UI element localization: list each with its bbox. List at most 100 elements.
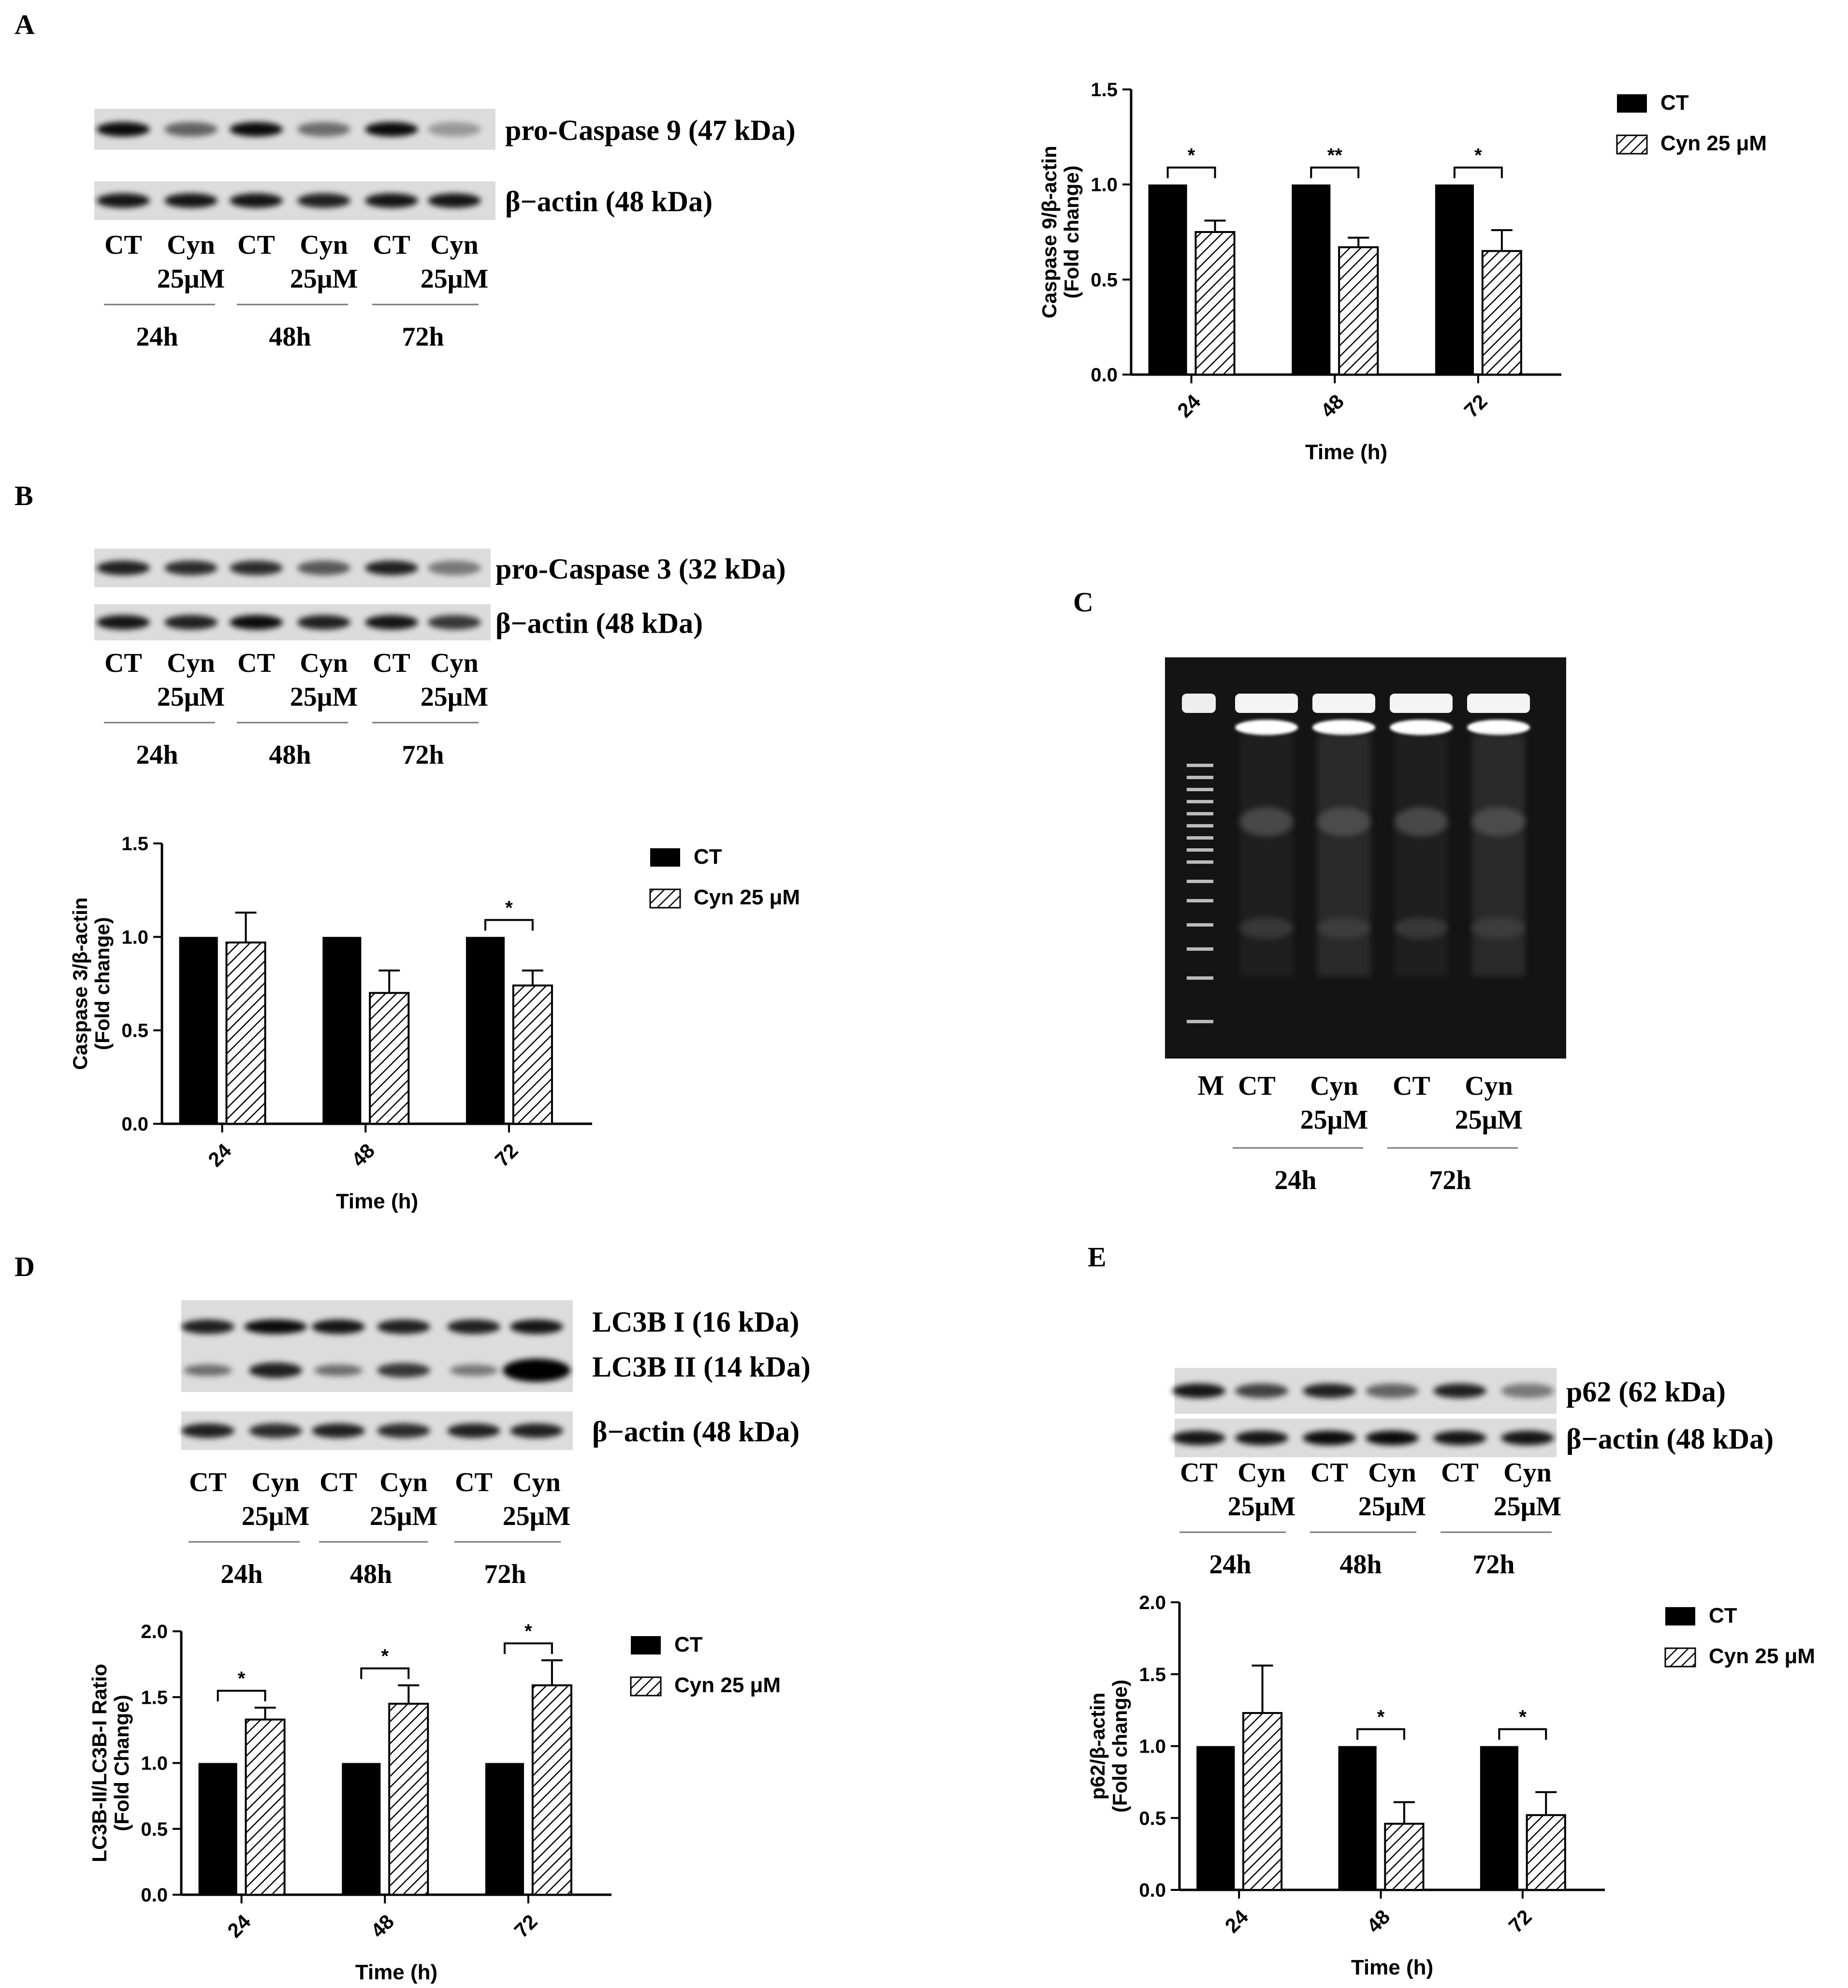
- x-tick-label: 24: [204, 1139, 236, 1171]
- blot-band: [297, 193, 350, 208]
- blot-band: [428, 122, 481, 137]
- blot-band: [1501, 1431, 1554, 1445]
- gel-smear: [1240, 735, 1293, 976]
- significance-bracket: [1310, 166, 1360, 178]
- panel-letter-D: D: [15, 1251, 35, 1282]
- bar-ct: [1196, 1746, 1235, 1890]
- blot-band: [230, 193, 283, 208]
- significance-label: *: [1474, 145, 1482, 166]
- y-tick-label: 2.0: [141, 1621, 168, 1642]
- blot-D: LC3B I (16 kDa) β−actin (48 kDa) CT Cyn 25μM…: [181, 1300, 811, 1589]
- lane-sublabel: 25μM: [157, 264, 225, 294]
- blot-band: [297, 561, 350, 575]
- significance-label: *: [381, 1646, 389, 1667]
- blot-band: [249, 1363, 302, 1378]
- blot-label: LC3B I (16 kDa): [592, 1306, 799, 1338]
- blot-label: pro-Caspase 3 (32 kDa): [495, 553, 786, 585]
- legend-label: CT: [1660, 91, 1689, 115]
- significance-label: *: [524, 1621, 532, 1642]
- ladder-band: [1187, 880, 1213, 883]
- y-tick-label: 1.0: [141, 1753, 168, 1774]
- bar-cyn: [1338, 246, 1379, 376]
- blot-band: [1235, 1383, 1288, 1398]
- bar-cyn: [1384, 1823, 1425, 1891]
- y-axis-label: (Fold change): [1060, 165, 1083, 298]
- bar-cyn: [1481, 250, 1522, 376]
- blot-band: [297, 122, 350, 137]
- lane-label: CT: [237, 230, 275, 260]
- y-axis-label: Caspase 3/β-actin: [69, 897, 91, 1070]
- y-axis-label: LC3B-II/LC3B-I Ratio: [88, 1664, 111, 1862]
- legend-swatch-cyn: [630, 1676, 662, 1697]
- legend-label: Cyn 25 μM: [1660, 131, 1767, 155]
- blot-band: [312, 1423, 365, 1438]
- ladder-band: [1187, 824, 1213, 827]
- blot-band: [450, 1364, 498, 1376]
- blot-band: [428, 615, 481, 630]
- blot-band: [164, 122, 218, 137]
- x-tick-label: 24: [1173, 390, 1205, 422]
- significance-bracket: [484, 919, 534, 931]
- significance-label: *: [238, 1668, 246, 1689]
- bar-ct: [1480, 1746, 1519, 1890]
- blot-band: [164, 561, 218, 575]
- y-tick-label: 0.0: [1091, 364, 1118, 386]
- y-tick-label: 1.0: [121, 927, 148, 948]
- blot-band: [181, 1423, 234, 1438]
- blot-label: LC3B II (14 kDa): [592, 1351, 811, 1383]
- legend-label: CT: [694, 845, 722, 869]
- blot-strip: [94, 604, 491, 640]
- blot-label: β−actin (48 kDa): [495, 608, 703, 639]
- x-tick-label: 72: [1460, 390, 1492, 422]
- lane-label: CT: [189, 1467, 227, 1497]
- legend-label: Cyn 25 μM: [1709, 1644, 1815, 1668]
- group-label: 72h: [484, 1559, 526, 1589]
- panel-letter-B: B: [15, 480, 33, 511]
- group-label: 48h: [1339, 1550, 1382, 1580]
- legend-label: Cyn 25 μM: [694, 885, 800, 909]
- x-axis-label: Time (h): [336, 1190, 418, 1213]
- blot-band: [510, 1320, 563, 1334]
- blot-band: [365, 561, 418, 575]
- lane-label: Cyn: [300, 230, 348, 260]
- lane-label: CT: [1180, 1458, 1218, 1488]
- ladder-band: [1187, 947, 1213, 951]
- chart-B: 0.0 0.5 1.0 1.5 Caspase 3/β-actin (Fold chang…: [69, 833, 800, 1213]
- gel-band: [1240, 917, 1293, 939]
- gel-well: [1390, 694, 1453, 713]
- blot-A: pro-Caspase 9 (47 kDa) β−actin (48 kDa) CT…: [94, 109, 796, 352]
- lane-label: CT: [1393, 1071, 1430, 1101]
- bar-ct: [1148, 184, 1187, 375]
- lane-label: Cyn: [167, 230, 215, 260]
- gel-band: [1395, 807, 1448, 836]
- group-label: 48h: [269, 740, 311, 770]
- bar-ct: [485, 1763, 524, 1895]
- y-tick-label: 2.0: [1139, 1592, 1166, 1613]
- blot-band: [1433, 1431, 1486, 1445]
- lane-sublabel: 25μM: [1494, 1492, 1562, 1522]
- legend-swatch-cyn: [1664, 1647, 1696, 1668]
- bar-cyn: [245, 1718, 286, 1896]
- blot-band: [230, 561, 283, 575]
- lane-label: Cyn: [430, 648, 479, 678]
- bar-ct: [466, 937, 505, 1124]
- blot-band: [428, 561, 481, 575]
- legend-swatch-ct: [1617, 94, 1647, 113]
- chart-A: 0.0 0.5 1.0 1.5 Caspase 9/β-actin (Fold chang…: [1038, 79, 1767, 464]
- blot-band: [365, 193, 418, 208]
- y-tick-label: 1.0: [1139, 1736, 1166, 1757]
- y-axis-label: p62/β-actin: [1086, 1693, 1109, 1800]
- lane-sublabel: 25μM: [503, 1501, 571, 1531]
- gel-band: [1317, 807, 1370, 836]
- lane-label: CT: [1310, 1458, 1348, 1488]
- y-axis-label: (Fold change): [91, 917, 114, 1050]
- significance-bracket: [360, 1667, 410, 1679]
- gel-band-genomic: [1235, 720, 1298, 735]
- bar-ct: [342, 1763, 381, 1895]
- x-tick-label: 48: [347, 1139, 379, 1171]
- panel-letter-E: E: [1088, 1241, 1106, 1273]
- blot-strip: [94, 549, 491, 587]
- x-tick-label: 24: [223, 1910, 255, 1942]
- lane-sublabel: 25μM: [421, 682, 489, 712]
- gel-band: [1395, 917, 1448, 939]
